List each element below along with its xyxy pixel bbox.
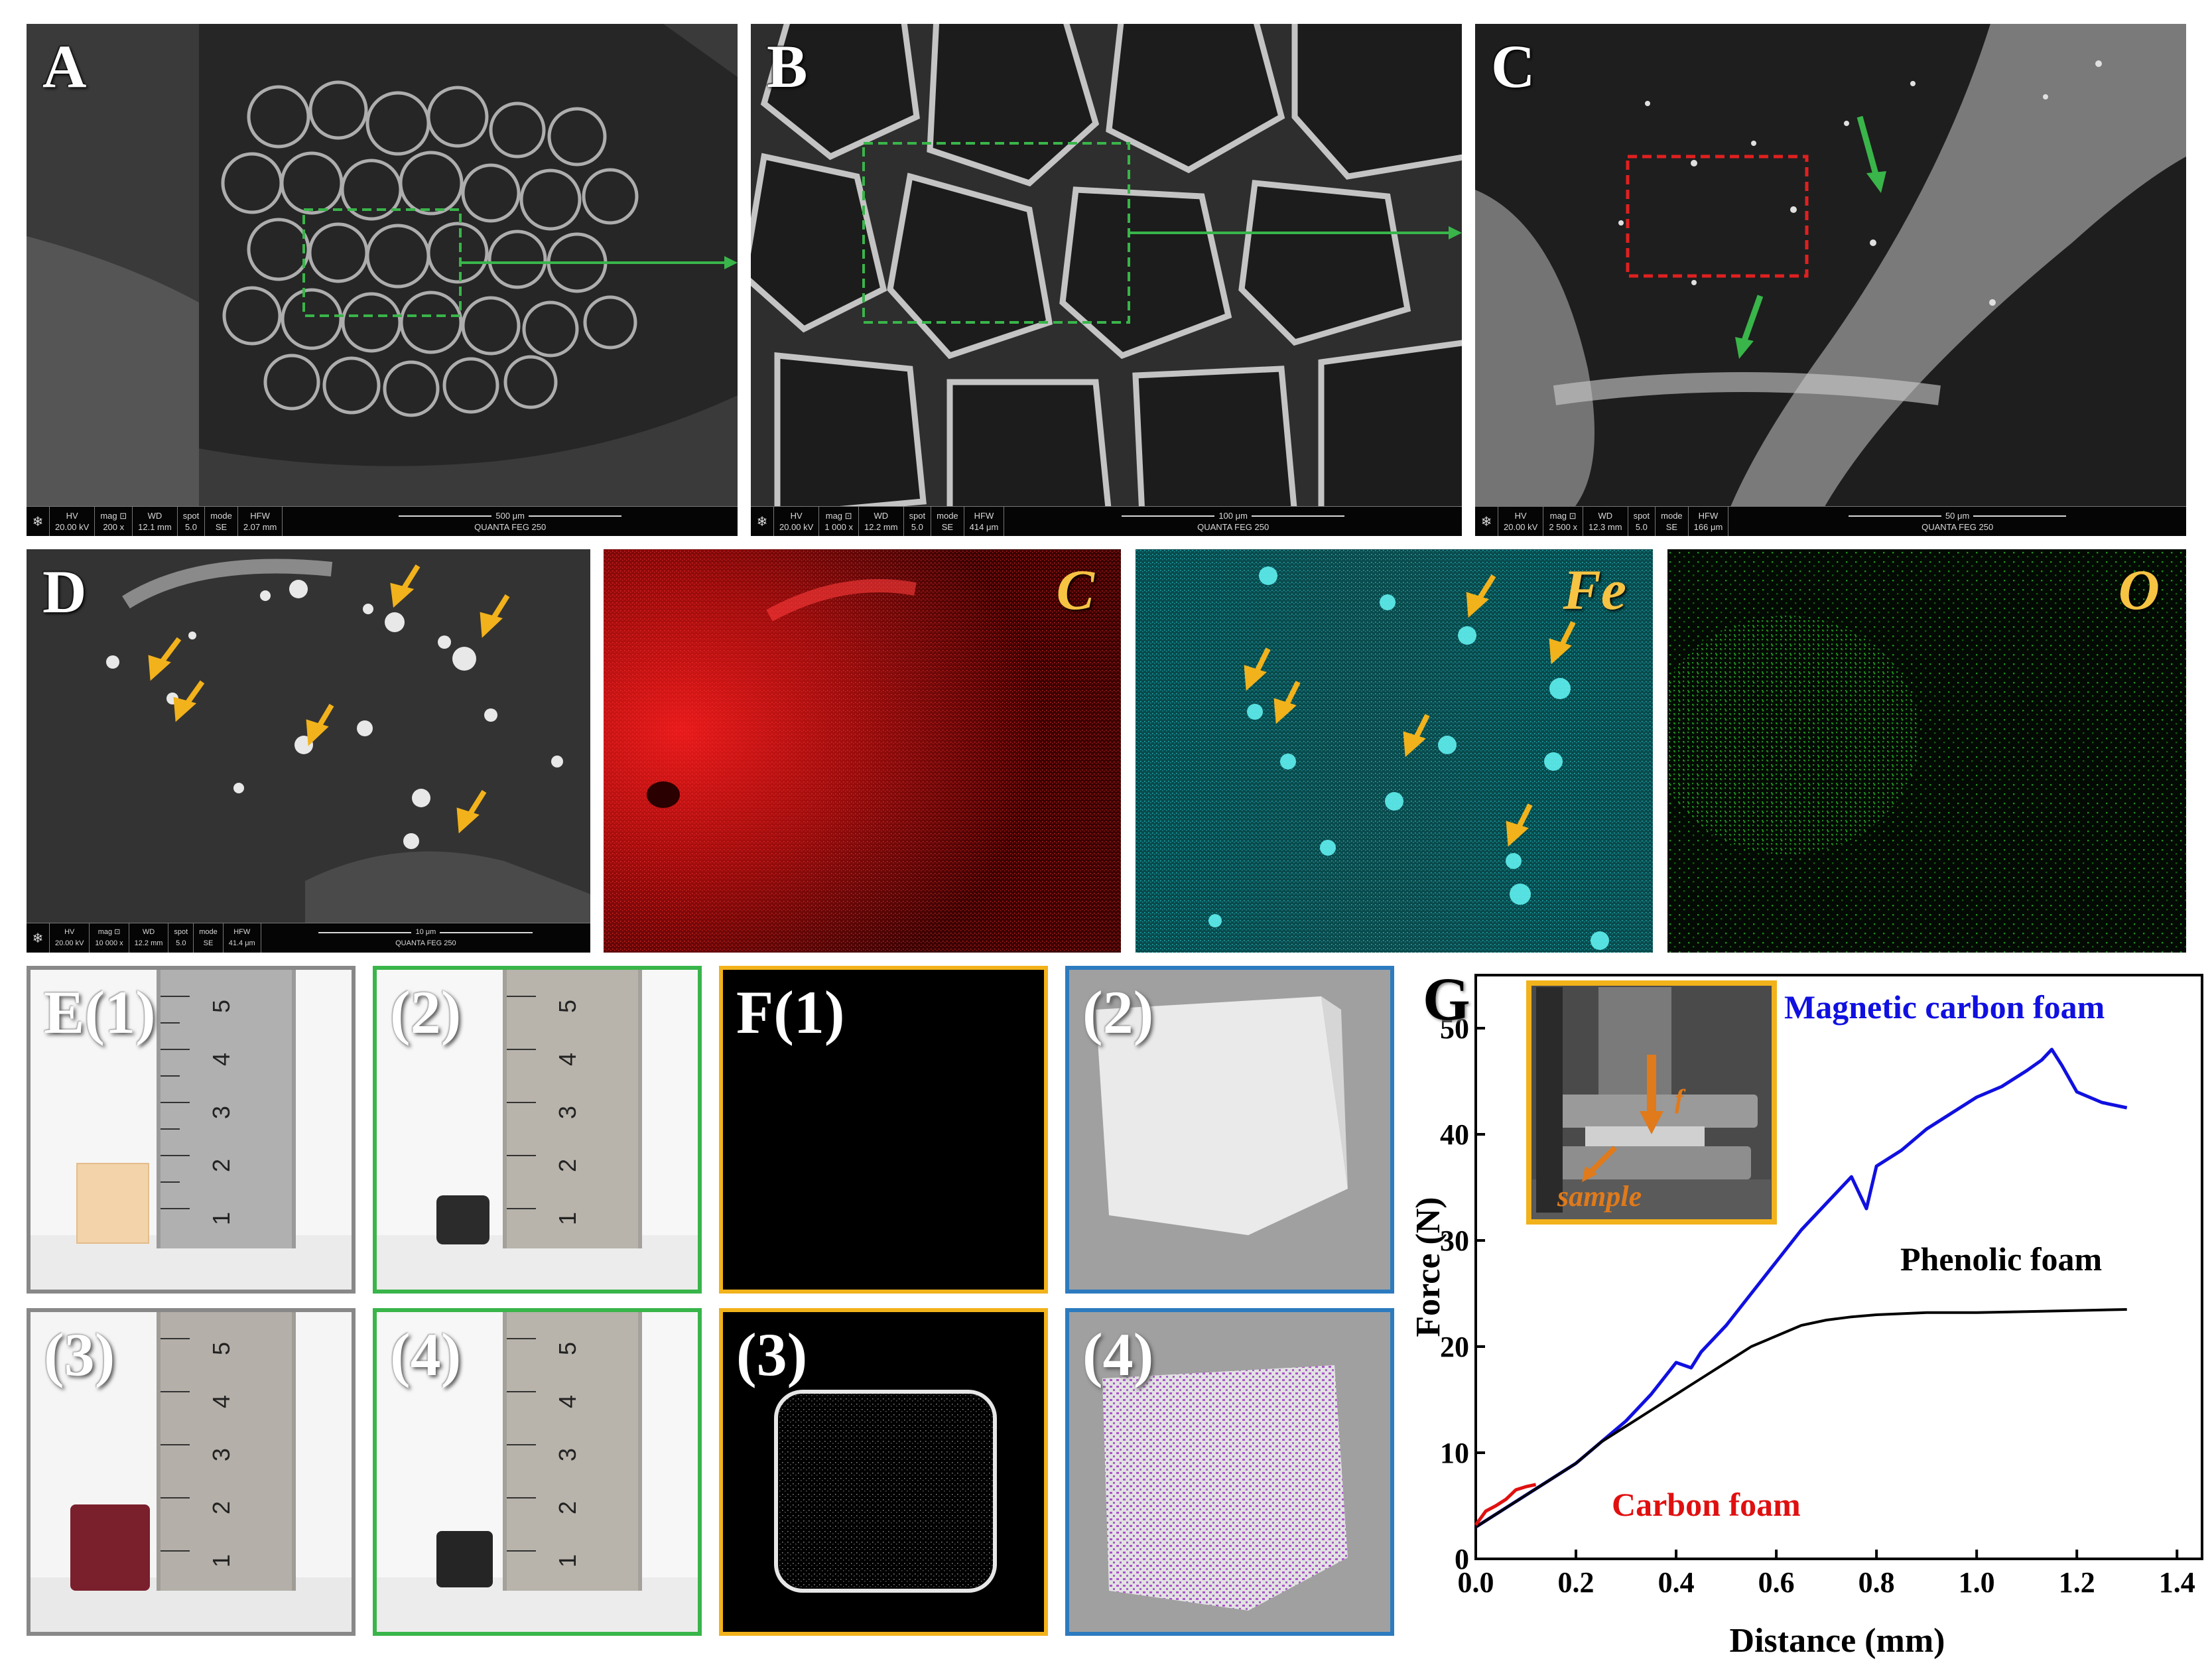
panel-label-f4: (4) xyxy=(1082,1321,1154,1388)
ruler-number: 5 xyxy=(554,1342,581,1355)
sem-image-a xyxy=(27,24,738,507)
ruler-number: 1 xyxy=(208,1212,235,1225)
eds-map-carbon: C xyxy=(604,549,1121,953)
panel-label-e2: (2) xyxy=(390,978,462,1046)
y-tick-label: 40 xyxy=(1440,1118,1469,1151)
x-tick-label: 0.6 xyxy=(1758,1566,1795,1599)
ruler-number: 5 xyxy=(208,1000,235,1013)
sem-info-bar-c: ❄ HV 20.00 kV mag ⊡ 2 500 x WD 12.3 mm spot… xyxy=(1475,506,2186,536)
sem-panel-c: ❄ HV 20.00 kV mag ⊡ 2 500 x WD 12.3 mm spot… xyxy=(1475,24,2186,536)
series-label-phenolic: Phenolic foam xyxy=(1900,1240,2102,1278)
x-tick-label: 0.0 xyxy=(1458,1566,1494,1599)
element-label-oxygen: O xyxy=(2118,558,2160,622)
y-tick-label: 0 xyxy=(1455,1543,1469,1575)
panel-label-f2: (2) xyxy=(1082,978,1154,1046)
inset-sample-label: sample xyxy=(1557,1180,1642,1213)
sem-info-bar-a: ❄ HV 20.00 kV mag ⊡ 200 x WD 12.1 mm spot 5.… xyxy=(27,506,738,536)
ruler-number: 1 xyxy=(208,1554,235,1567)
inset-photo: f sample xyxy=(1526,980,1777,1225)
element-label-carbon: C xyxy=(1056,558,1094,622)
sem-info-bar-b: ❄ HV 20.00 kV mag ⊡ 1 000 x WD 12.2 mm spot… xyxy=(751,506,1462,536)
series-line-phenolic-foam xyxy=(1474,1308,2127,1528)
ruler-number: 3 xyxy=(554,1106,581,1119)
ruler-number: 4 xyxy=(208,1053,235,1066)
force-distance-chart: 0.0 0.2 0.4 0.6 0.8 1.0 1.2 1.4 0 10 20 30 40 50 f sa… xyxy=(1413,955,2212,1665)
ruler-number: 5 xyxy=(208,1342,235,1355)
y-tick-label: 20 xyxy=(1440,1331,1469,1363)
panel-label-b: B xyxy=(767,33,808,100)
eds-map-iron: Fe xyxy=(1136,549,1653,953)
ruler-number: 4 xyxy=(208,1395,235,1408)
sem-image-b xyxy=(751,24,1462,507)
fei-logo-icon: ❄ xyxy=(27,507,50,536)
sem-image-d xyxy=(27,549,590,923)
panel-label-c: C xyxy=(1491,33,1535,100)
x-tick-label: 0.4 xyxy=(1658,1566,1695,1599)
x-tick-label: 0.8 xyxy=(1858,1566,1895,1599)
render-f2-cube: (2) xyxy=(1065,966,1394,1294)
ruler-number: 4 xyxy=(554,1053,581,1066)
fei-logo-icon: ❄ xyxy=(751,507,774,536)
panel-label-g: G xyxy=(1423,965,1470,1033)
sem-panel-d: ❄ HV 20.00 kV mag ⊡ 10 000 x WD 12.2 mm spo… xyxy=(27,549,590,953)
panel-label-f1: F(1) xyxy=(736,978,845,1046)
ruler-number: 4 xyxy=(554,1395,581,1408)
sem-info-bar-d: ❄ HV 20.00 kV mag ⊡ 10 000 x WD 12.2 mm spo… xyxy=(27,923,590,953)
ruler-number: 3 xyxy=(208,1106,235,1119)
ruler-number: 2 xyxy=(554,1159,581,1172)
x-tick-label: 1.4 xyxy=(2159,1566,2195,1599)
render-f3-ct-slice: (3) xyxy=(719,1308,1048,1636)
render-f4-iron-distribution: (4) xyxy=(1065,1308,1394,1636)
series-line-carbon-foam xyxy=(1474,1483,1537,1526)
photo-e2-carbon-foam: 1 2 3 4 5 (2) xyxy=(373,966,702,1294)
photo-e1-phenolic-foam: 1 2 3 4 5 E(1) xyxy=(27,966,356,1294)
x-tick-label: 1.2 xyxy=(2059,1566,2095,1599)
photo-e4-magnetic-carbon-foam: 1 2 3 4 5 (4) xyxy=(373,1308,702,1636)
ruler-number: 2 xyxy=(208,1159,235,1172)
fei-logo-icon: ❄ xyxy=(1475,507,1498,536)
ruler-number: 3 xyxy=(208,1448,235,1461)
ruler-number: 1 xyxy=(554,1212,581,1225)
y-tick-label: 30 xyxy=(1440,1225,1469,1257)
x-tick-label: 0.2 xyxy=(1558,1566,1594,1599)
panel-label-e3: (3) xyxy=(44,1321,115,1388)
y-tick-label: 50 xyxy=(1440,1012,1469,1045)
x-axis-label: Distance (mm) xyxy=(1730,1622,1945,1660)
ruler-number: 2 xyxy=(554,1501,581,1514)
ruler-number: 5 xyxy=(554,1000,581,1013)
panel-label-e1: E(1) xyxy=(44,978,156,1046)
panel-label-f3: (3) xyxy=(736,1321,808,1388)
eds-map-oxygen: O xyxy=(1667,549,2186,953)
photo-e3-precursor-foam: 1 2 3 4 5 (3) xyxy=(27,1308,356,1636)
ruler-number: 3 xyxy=(554,1448,581,1461)
sem-panel-b: ❄ HV 20.00 kV mag ⊡ 1 000 x WD 12.2 mm spot… xyxy=(751,24,1462,536)
render-f1: F(1) xyxy=(719,966,1048,1294)
ruler-number: 2 xyxy=(208,1501,235,1514)
y-axis-label: Force (N) xyxy=(1413,1197,1447,1337)
y-tick-label: 10 xyxy=(1440,1437,1469,1469)
svg-text:f: f xyxy=(1675,1084,1686,1114)
series-label-carbon: Carbon foam xyxy=(1612,1486,1801,1523)
panel-label-d: D xyxy=(42,558,87,626)
x-tick-label: 1.0 xyxy=(1959,1566,1995,1599)
panel-label-e4: (4) xyxy=(390,1321,462,1388)
fei-logo-icon: ❄ xyxy=(27,923,50,953)
series-label-magnetic: Magnetic carbon foam xyxy=(1784,988,2105,1026)
ruler-number: 1 xyxy=(554,1554,581,1567)
element-label-iron: Fe xyxy=(1563,558,1626,622)
chart-svg: 0.0 0.2 0.4 0.6 0.8 1.0 1.2 1.4 0 10 20 30 40 50 f sa… xyxy=(1413,974,2203,1660)
sem-image-c xyxy=(1475,24,2186,507)
panel-label-a: A xyxy=(42,33,87,100)
sem-panel-a: ❄ HV 20.00 kV mag ⊡ 200 x WD 12.1 mm spot 5.… xyxy=(27,24,738,536)
